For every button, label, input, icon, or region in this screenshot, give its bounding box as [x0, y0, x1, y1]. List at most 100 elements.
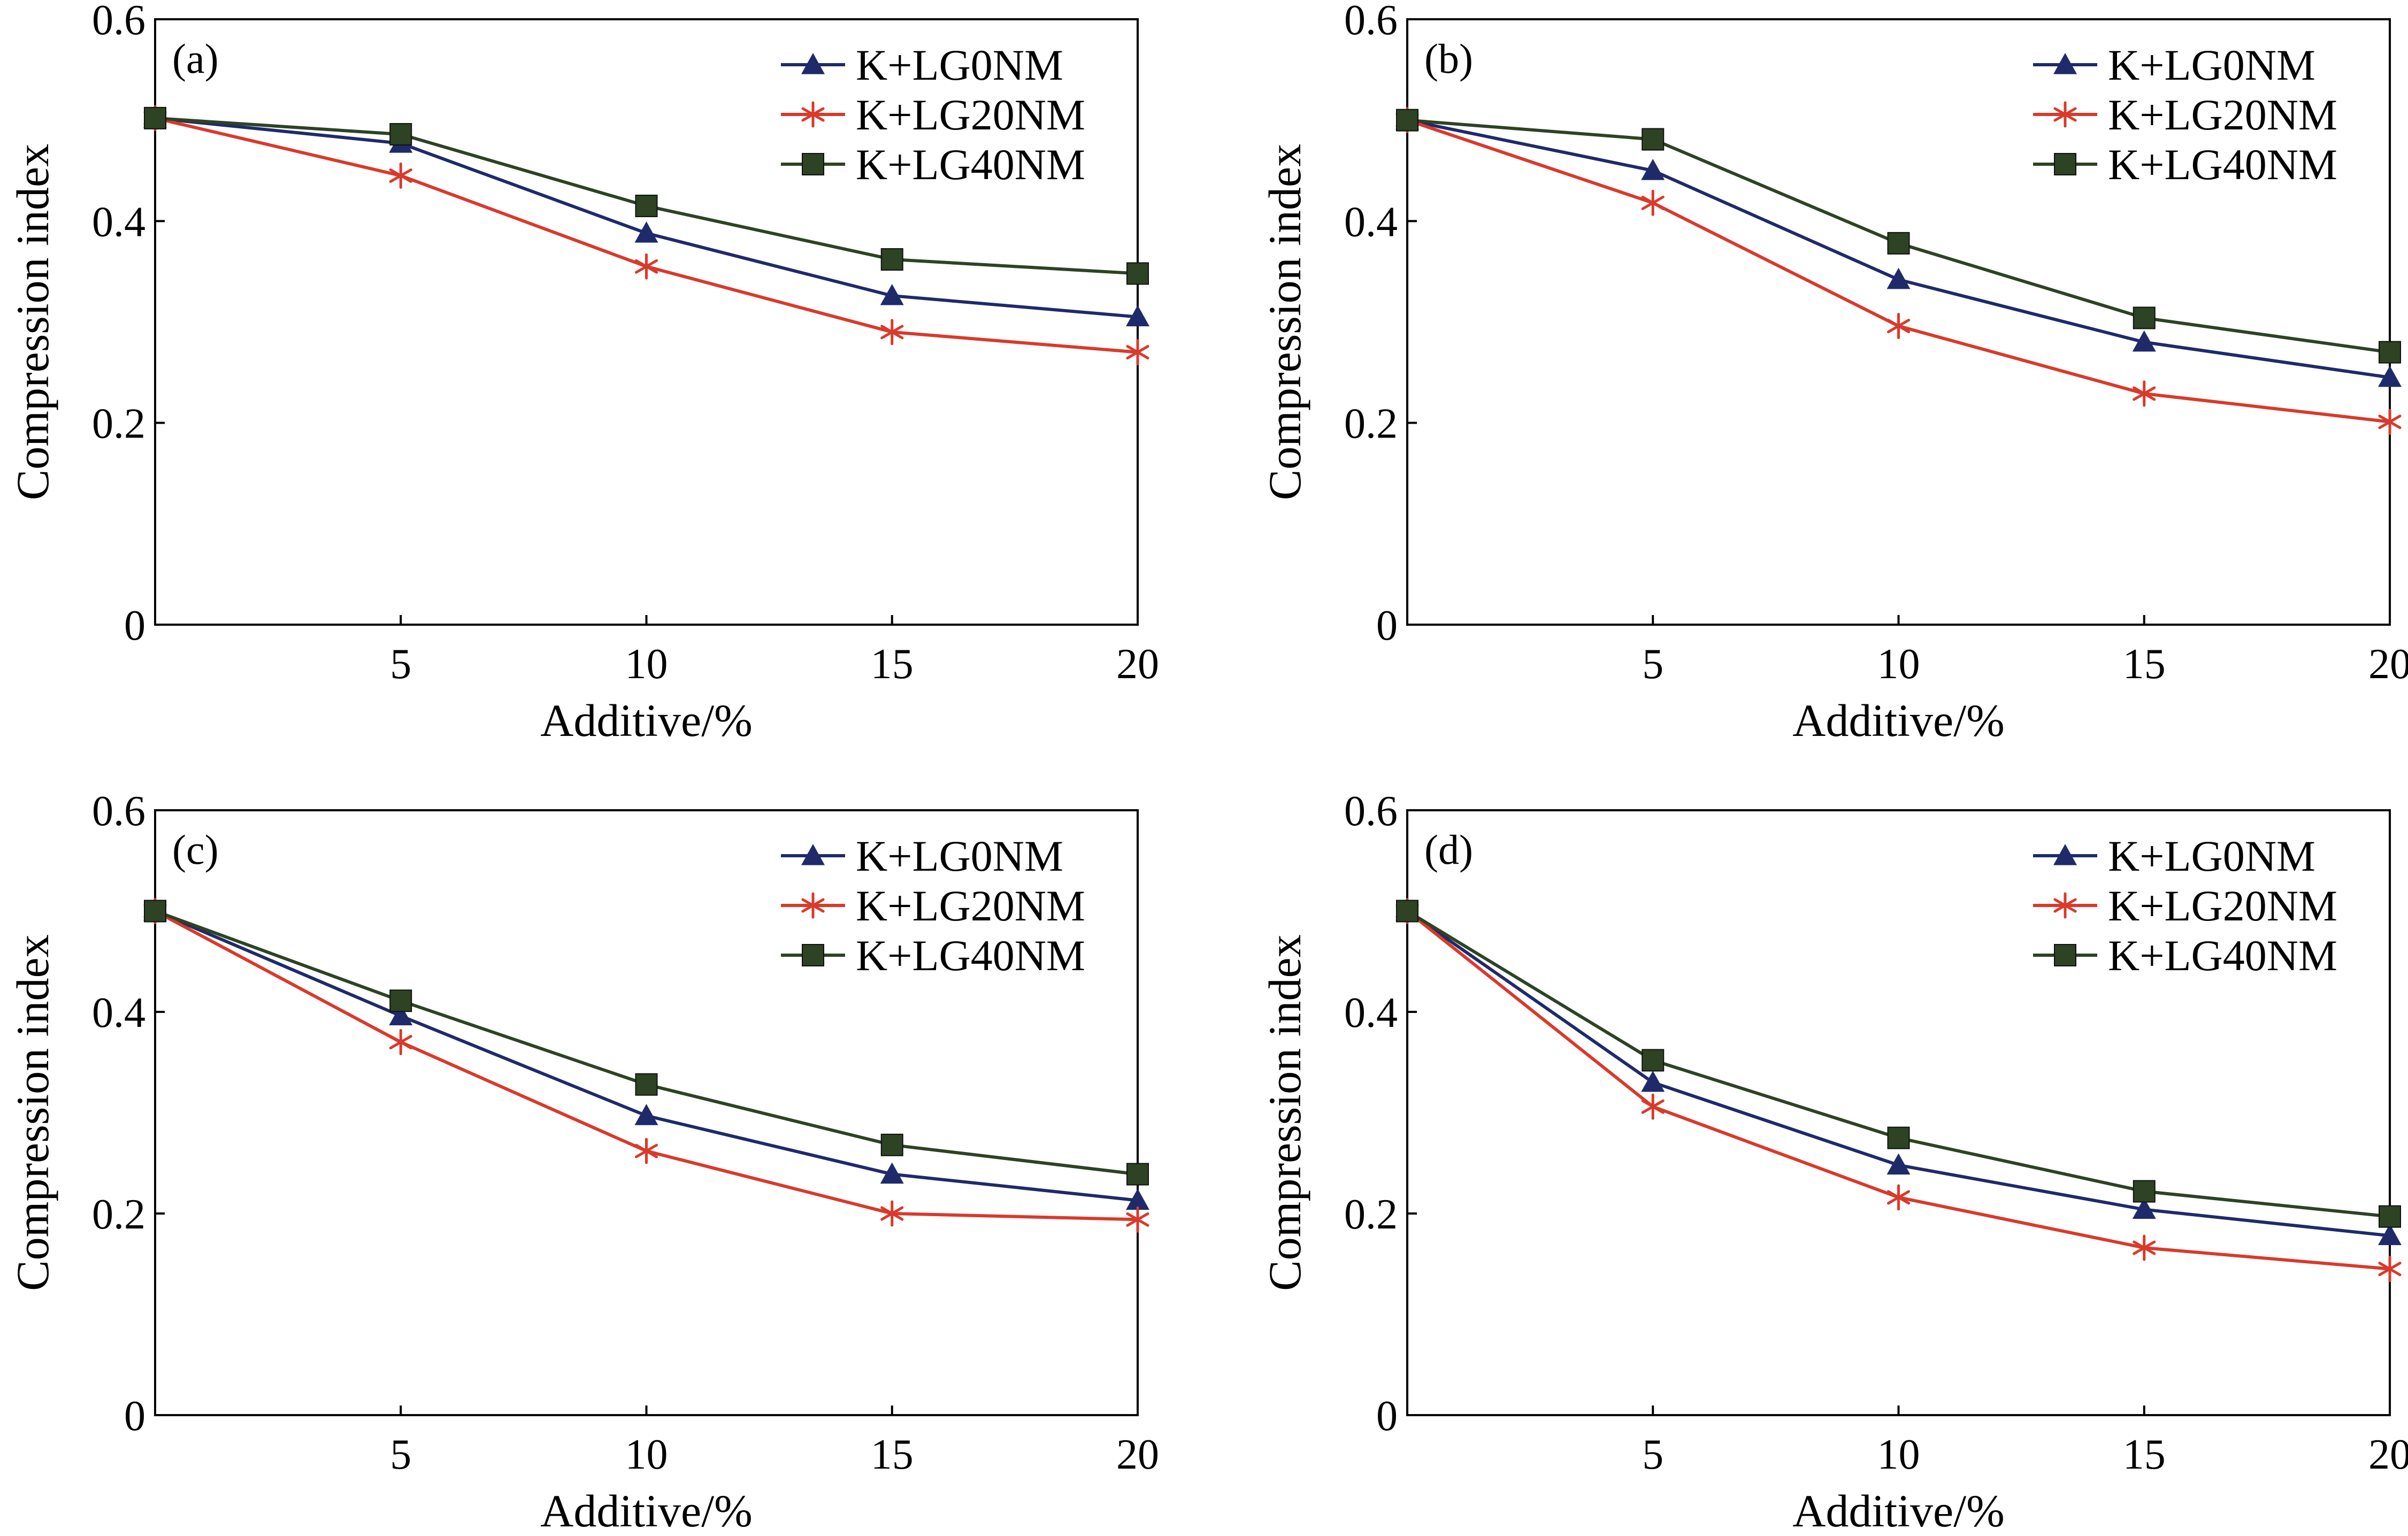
- y-tick-label: 0: [124, 1393, 145, 1440]
- x-tick-label: 10: [625, 1431, 668, 1478]
- data-point: [1641, 1070, 1665, 1092]
- y-axis-title: Compression index: [7, 144, 58, 500]
- y-axis-title: Compression index: [1259, 144, 1310, 500]
- x-tick-label: 10: [1877, 1431, 1920, 1478]
- legend-marker: [802, 153, 824, 175]
- x-tick-label: 5: [1642, 1431, 1663, 1478]
- x-tick-label: 15: [2123, 641, 2166, 688]
- y-tick-label: 0.6: [1344, 788, 1398, 835]
- data-point: [2132, 330, 2156, 352]
- legend-label: K+LG20NM: [856, 881, 1085, 930]
- data-point: [2133, 306, 2156, 329]
- legend-label: K+LG0NM: [856, 832, 1063, 880]
- y-tick-label: 0.6: [1344, 0, 1398, 44]
- data-point: [634, 1138, 658, 1164]
- x-axis-title: Additive/%: [540, 1485, 753, 1536]
- chart-panel-1: (a) 0 0.2 0.4 0.6 5 10 15 20 Additive/% Compressio…: [7, 0, 1159, 746]
- legend-marker: [2053, 101, 2077, 128]
- data-point: [1886, 1153, 1911, 1175]
- x-tick-label: 5: [390, 641, 411, 688]
- legend-marker: [801, 53, 825, 74]
- x-tick-label: 10: [1877, 641, 1920, 688]
- panel-label: (c): [172, 826, 219, 873]
- x-axis-title: Additive/%: [1792, 695, 2005, 746]
- data-point: [2378, 1224, 2402, 1246]
- y-tick-label: 0: [1376, 1393, 1398, 1440]
- legend-label: K+LG40NM: [2108, 931, 2337, 980]
- panel-label: (d): [1424, 826, 1473, 873]
- x-tick-label: 20: [1116, 641, 1159, 688]
- data-point: [2379, 1205, 2401, 1228]
- y-tick-label: 0.2: [92, 401, 145, 448]
- y-axis-title: Compression index: [1259, 934, 1310, 1291]
- x-tick-label: 20: [2368, 641, 2408, 688]
- data-point: [634, 221, 658, 243]
- chart-panel-4: (d) 0 0.2 0.4 0.6 5 10 15 20 Additive/% Compressio…: [1259, 788, 2408, 1536]
- data-point: [1642, 128, 1665, 151]
- y-tick-label: 0.4: [1344, 198, 1398, 245]
- series-points-k-lg20nm: [1395, 107, 2402, 435]
- legend-marker: [801, 892, 825, 919]
- y-tick-label: 0: [124, 602, 145, 649]
- data-point: [2132, 1197, 2156, 1219]
- series-points-k-lg40nm: [1396, 900, 2401, 1228]
- data-point: [1126, 1188, 1149, 1210]
- data-point: [635, 195, 658, 218]
- legend-label: K+LG0NM: [2108, 41, 2315, 89]
- legend-label: K+LG20NM: [856, 90, 1085, 139]
- legend-marker: [2054, 153, 2076, 175]
- series-points-k-lg40nm: [144, 900, 1149, 1186]
- data-point: [2133, 380, 2156, 407]
- x-tick-label: 20: [2368, 1431, 2408, 1478]
- y-tick-label: 0.2: [1344, 1191, 1398, 1238]
- y-tick-label: 0.4: [92, 989, 145, 1036]
- data-point: [1641, 1093, 1665, 1120]
- data-point: [1886, 1184, 1911, 1211]
- data-point: [2379, 341, 2401, 364]
- data-point: [2133, 1180, 2156, 1203]
- x-tick-label: 10: [625, 641, 668, 688]
- x-axis-title: Additive/%: [540, 695, 753, 746]
- series-points-k-lg40nm: [144, 106, 1149, 285]
- legend-label: K+LG40NM: [2108, 140, 2337, 189]
- legend-label: K+LG0NM: [2108, 832, 2315, 880]
- data-point: [1396, 900, 1418, 923]
- data-point: [1641, 159, 1665, 180]
- legend-marker: [2053, 892, 2077, 919]
- data-point: [1886, 313, 1911, 340]
- data-point: [880, 283, 904, 305]
- data-point: [635, 1073, 658, 1096]
- x-tick-label: 15: [871, 1431, 914, 1478]
- legend-label: K+LG20NM: [2108, 90, 2337, 139]
- data-point: [144, 106, 166, 129]
- legend-label: K+LG40NM: [856, 931, 1085, 980]
- data-point: [389, 1004, 413, 1026]
- data-point: [1886, 267, 1911, 289]
- data-point: [880, 248, 903, 271]
- legend-marker: [801, 101, 825, 128]
- data-point: [1396, 109, 1418, 132]
- data-point: [2133, 1234, 2156, 1261]
- y-tick-label: 0.6: [92, 788, 145, 835]
- x-tick-label: 5: [390, 1431, 411, 1478]
- panel-label: (b): [1424, 35, 1473, 82]
- data-point: [2378, 365, 2402, 387]
- legend-marker: [2053, 844, 2077, 865]
- data-point: [1641, 189, 1665, 216]
- legend-marker: [2053, 53, 2077, 74]
- y-tick-label: 0.2: [1344, 401, 1398, 448]
- data-point: [1642, 1049, 1665, 1072]
- data-point: [389, 123, 412, 146]
- legend-marker: [802, 944, 824, 966]
- data-point: [880, 319, 904, 345]
- legend-marker: [801, 844, 825, 865]
- data-point: [880, 1133, 903, 1156]
- y-tick-label: 0.4: [92, 198, 145, 245]
- y-tick-label: 0.2: [92, 1191, 145, 1238]
- legend-label: K+LG40NM: [856, 140, 1085, 189]
- x-tick-label: 15: [2123, 1431, 2166, 1478]
